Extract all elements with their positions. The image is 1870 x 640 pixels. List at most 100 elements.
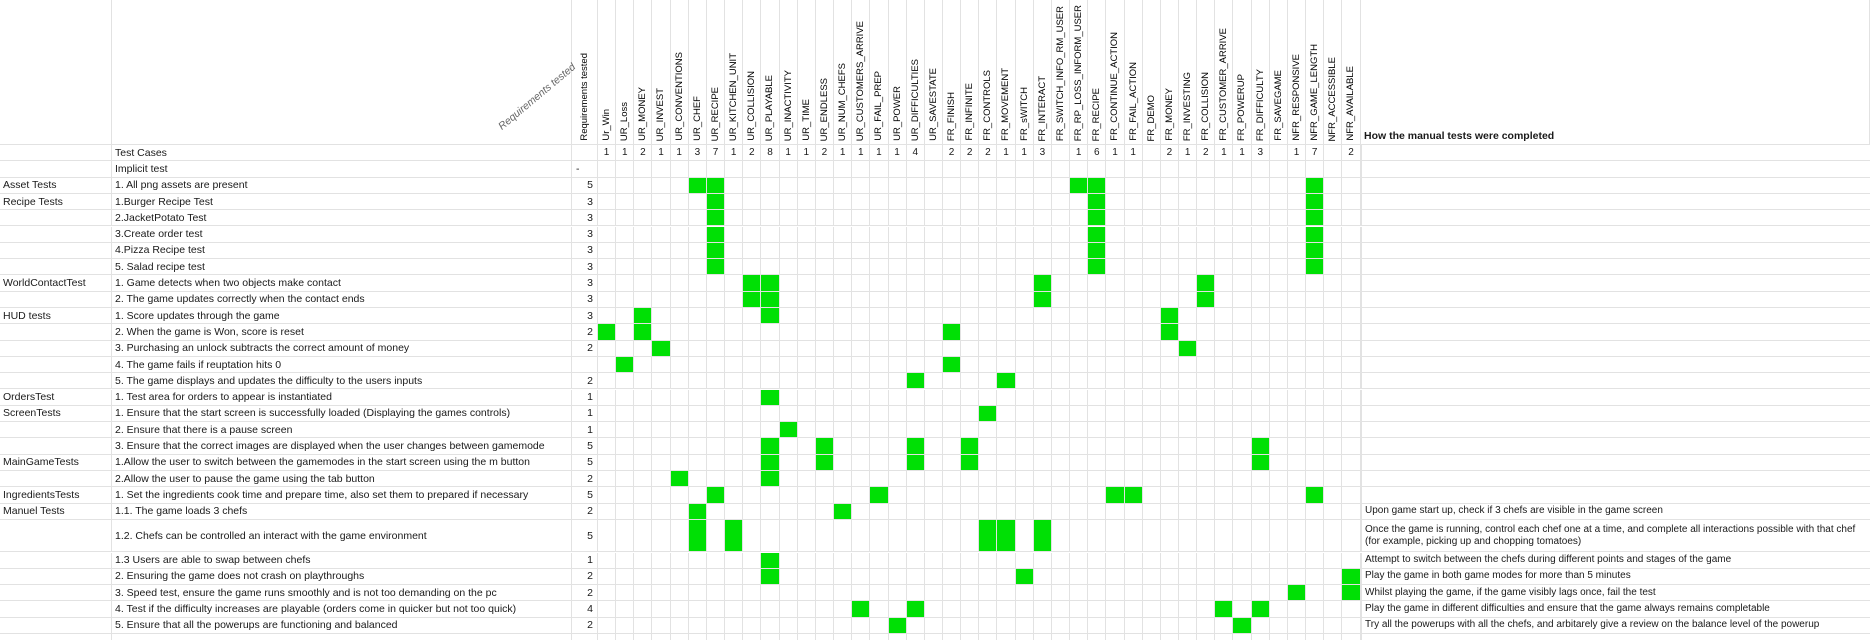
matrix-cell[interactable] (1179, 242, 1198, 260)
matrix-cell[interactable] (997, 308, 1016, 325)
matrix-cell[interactable] (634, 226, 653, 243)
matrix-cell[interactable] (1051, 193, 1071, 211)
matrix-cell[interactable] (616, 568, 635, 586)
matrix-cell[interactable] (1142, 438, 1161, 455)
matrix-cell[interactable] (997, 291, 1016, 308)
matrix-cell[interactable] (688, 226, 707, 243)
test-group-cell[interactable]: Manuel Tests (0, 503, 112, 520)
matrix-cell[interactable] (1324, 259, 1343, 276)
matrix-cell[interactable] (598, 389, 617, 406)
matrix-cell[interactable] (634, 405, 653, 423)
matrix-cell[interactable] (888, 405, 907, 423)
matrix-cell[interactable] (598, 438, 617, 455)
matrix-cell[interactable] (1215, 471, 1234, 488)
matrix-cell[interactable] (1197, 487, 1216, 504)
matrix-cell[interactable] (706, 373, 726, 390)
matrix-cell[interactable] (1051, 324, 1071, 341)
matrix-cell-marked[interactable] (706, 193, 726, 211)
matrix-cell[interactable] (1342, 161, 1361, 178)
matrix-cell[interactable] (706, 438, 726, 455)
matrix-cell[interactable] (997, 454, 1016, 471)
matrix-cell[interactable] (924, 373, 943, 390)
matrix-cell[interactable] (1142, 259, 1161, 276)
matrix-cell[interactable] (598, 634, 617, 640)
requirements-tested-count-cell[interactable] (572, 634, 598, 640)
matrix-cell[interactable] (852, 193, 871, 211)
matrix-cell[interactable] (743, 454, 762, 471)
matrix-cell[interactable] (1160, 356, 1180, 374)
matrix-cell[interactable] (1015, 422, 1034, 439)
matrix-cell[interactable] (1197, 340, 1216, 357)
matrix-cell[interactable] (634, 471, 653, 488)
matrix-cell[interactable] (779, 503, 798, 520)
matrix-cell[interactable] (888, 373, 907, 390)
matrix-cell-marked[interactable] (1197, 291, 1216, 308)
matrix-cell[interactable] (706, 585, 726, 602)
matrix-cell[interactable] (1106, 552, 1125, 569)
matrix-cell[interactable] (743, 177, 762, 194)
matrix-cell[interactable] (1269, 161, 1288, 178)
matrix-cell[interactable] (1015, 438, 1034, 455)
matrix-cell[interactable] (1070, 601, 1089, 618)
matrix-cell[interactable] (725, 585, 744, 602)
matrix-cell[interactable] (725, 308, 744, 325)
matrix-cell[interactable] (942, 161, 962, 178)
matrix-cell[interactable] (761, 487, 780, 504)
matrix-cell[interactable] (1124, 552, 1143, 569)
matrix-cell-marked[interactable] (634, 308, 653, 325)
matrix-cell[interactable] (706, 324, 726, 341)
matrix-cell[interactable] (1306, 438, 1325, 455)
matrix-cell[interactable] (706, 405, 726, 423)
matrix-cell[interactable] (634, 454, 653, 471)
requirements-tested-count-cell[interactable]: - (572, 161, 598, 178)
matrix-cell[interactable] (1251, 503, 1270, 520)
matrix-cell[interactable] (598, 340, 617, 357)
note-cell[interactable]: Play the game in different difficulties … (1361, 601, 1870, 618)
matrix-cell[interactable] (1324, 422, 1343, 439)
matrix-cell[interactable] (706, 503, 726, 520)
matrix-cell[interactable] (961, 617, 980, 634)
matrix-cell[interactable] (1287, 519, 1307, 553)
matrix-cell[interactable] (979, 601, 998, 618)
matrix-cell[interactable] (834, 161, 853, 178)
matrix-cell[interactable] (1324, 177, 1343, 194)
test-group-cell[interactable]: MainGameTests (0, 454, 112, 471)
matrix-cell[interactable] (961, 161, 980, 178)
matrix-cell[interactable] (961, 585, 980, 602)
matrix-cell[interactable] (616, 503, 635, 520)
matrix-cell[interactable] (1033, 617, 1052, 634)
matrix-cell[interactable] (706, 340, 726, 357)
requirements-tested-count-cell[interactable]: 5 (572, 454, 598, 471)
header-notes-cell[interactable] (1361, 0, 1870, 145)
requirement-count-cell[interactable]: 1 (616, 145, 635, 162)
matrix-cell[interactable] (961, 308, 980, 325)
matrix-cell-marked[interactable] (1306, 226, 1325, 243)
matrix-cell[interactable] (979, 634, 998, 640)
matrix-cell[interactable] (634, 422, 653, 439)
matrix-cell[interactable] (1215, 193, 1234, 211)
matrix-cell[interactable] (1233, 487, 1252, 504)
matrix-cell[interactable] (815, 585, 835, 602)
column-header-FR_MOVEMENT[interactable]: FR_MOVEMENT (997, 0, 1016, 145)
matrix-cell[interactable] (616, 601, 635, 618)
matrix-cell[interactable] (1142, 356, 1161, 374)
test-group-cell[interactable] (0, 422, 112, 439)
matrix-cell[interactable] (870, 634, 889, 640)
matrix-cell[interactable] (1215, 356, 1234, 374)
matrix-cell[interactable] (1142, 601, 1161, 618)
matrix-cell[interactable] (1088, 161, 1107, 178)
matrix-cell[interactable] (1233, 552, 1252, 569)
matrix-cell[interactable] (1106, 324, 1125, 341)
matrix-cell[interactable] (1142, 291, 1161, 308)
matrix-cell[interactable] (1051, 422, 1071, 439)
matrix-cell[interactable] (779, 585, 798, 602)
matrix-cell-marked[interactable] (670, 471, 689, 488)
matrix-cell[interactable] (942, 275, 962, 292)
matrix-cell[interactable] (888, 585, 907, 602)
matrix-cell[interactable] (1034, 634, 1052, 640)
matrix-cell-marked[interactable] (1070, 177, 1089, 194)
matrix-cell[interactable] (1088, 471, 1107, 488)
matrix-cell[interactable] (1269, 454, 1288, 471)
matrix-cell[interactable] (616, 177, 635, 194)
matrix-cell[interactable] (1197, 308, 1216, 325)
